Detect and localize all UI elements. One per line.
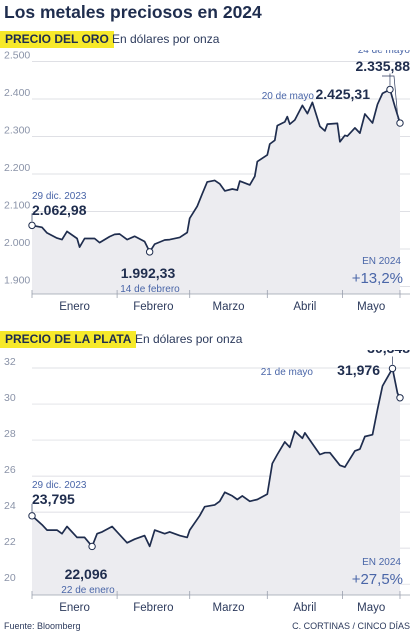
x-tick-label: Abril bbox=[293, 301, 316, 313]
x-tick-label: Mayo bbox=[357, 602, 385, 614]
annotation-marker bbox=[386, 85, 394, 94]
y-tick-label: 1.900 bbox=[4, 275, 30, 287]
silver-tag: PRECIO DE LA PLATA bbox=[0, 331, 137, 348]
y-tick-label: 2.400 bbox=[4, 87, 30, 99]
annotation-marker bbox=[28, 221, 36, 230]
x-tick-label: Marzo bbox=[213, 602, 245, 614]
y-tick-label: 32 bbox=[4, 356, 16, 368]
annotation-value: 31,976 bbox=[337, 362, 380, 378]
x-tick-label: Abril bbox=[293, 602, 316, 614]
x-tick-label: Mayo bbox=[357, 301, 385, 313]
x-tick-label: Marzo bbox=[213, 301, 245, 313]
silver-chart: 20 22 24 26 28 30 32 Enero Febrero Marzo Abril Mayo… bbox=[4, 350, 410, 614]
change-label: EN 2024 bbox=[362, 256, 401, 267]
annotation-date: 21 de mayo bbox=[261, 367, 314, 378]
y-tick-label: 26 bbox=[4, 464, 16, 476]
x-tick-label: Febrero bbox=[133, 602, 173, 614]
annotation-marker bbox=[28, 512, 36, 520]
annotation-value: 23,795 bbox=[32, 491, 75, 507]
gold-chart: 1.900 2.000 2.100 2.200 2.300 2.400 2.500 Enero… bbox=[4, 50, 411, 313]
series-area bbox=[32, 89, 400, 294]
annotation-value: 2.335,88 bbox=[356, 58, 411, 74]
silver-unit: En dólares por onza bbox=[135, 332, 243, 346]
change-label: EN 2024 bbox=[362, 557, 401, 568]
annotation-value: 1.992,33 bbox=[121, 265, 176, 281]
annotation-value: 2.425,31 bbox=[316, 86, 371, 102]
gold-panel-header: PRECIO DEL ORO En dólares por onza bbox=[0, 31, 414, 49]
y-tick-label: 22 bbox=[4, 536, 16, 548]
gold-tag: PRECIO DEL ORO bbox=[0, 31, 114, 48]
series-area bbox=[32, 368, 400, 595]
y-tick-label: 2.500 bbox=[4, 50, 30, 62]
y-tick-label: 2.100 bbox=[4, 200, 30, 212]
annotation-marker bbox=[396, 394, 404, 402]
change-value: +13,2% bbox=[352, 270, 403, 287]
credit-note: C. CORTINAS / CINCO DÍAS bbox=[292, 621, 410, 631]
y-tick-label: 2.300 bbox=[4, 125, 30, 137]
page-title: Los metales preciosos en 2024 bbox=[4, 2, 262, 22]
y-tick-label: 28 bbox=[4, 428, 16, 440]
annotation-marker bbox=[388, 364, 397, 373]
x-tick-label: Febrero bbox=[133, 301, 173, 313]
y-tick-label: 2.000 bbox=[4, 237, 30, 249]
x-tick-label: Enero bbox=[59, 602, 90, 614]
annotation-date: 20 de mayo bbox=[262, 91, 315, 102]
annotation-date: 22 de enero bbox=[61, 585, 115, 596]
annotation-date: 29 dic. 2023 bbox=[32, 191, 87, 202]
y-tick-label: 2.200 bbox=[4, 162, 30, 174]
annotation-marker bbox=[88, 542, 96, 551]
series-line bbox=[31, 88, 401, 253]
annotation-value: 22,096 bbox=[65, 566, 108, 582]
gold-unit: En dólares por onza bbox=[112, 32, 220, 46]
annotation-leader bbox=[381, 75, 399, 120]
change-value: +27,5% bbox=[352, 571, 403, 588]
annotation-date: 14 de febrero bbox=[120, 284, 180, 295]
series-line bbox=[31, 367, 401, 548]
silver-panel-header: PRECIO DE LA PLATA En dólares por onza bbox=[0, 331, 414, 349]
source-note: Fuente: Bloomberg bbox=[4, 621, 81, 631]
annotation-value: 2.062,98 bbox=[32, 202, 87, 218]
y-tick-label: 24 bbox=[4, 500, 16, 512]
annotation-value: 30,348 bbox=[367, 350, 410, 356]
y-tick-label: 30 bbox=[4, 392, 16, 404]
annotation-date: 29 dic. 2023 bbox=[32, 480, 87, 491]
x-tick-label: Enero bbox=[59, 301, 90, 313]
annotation-date: 24 de mayo bbox=[358, 50, 411, 56]
annotation-marker bbox=[145, 248, 154, 256]
annotation-marker bbox=[396, 119, 404, 127]
y-tick-label: 20 bbox=[4, 572, 16, 584]
